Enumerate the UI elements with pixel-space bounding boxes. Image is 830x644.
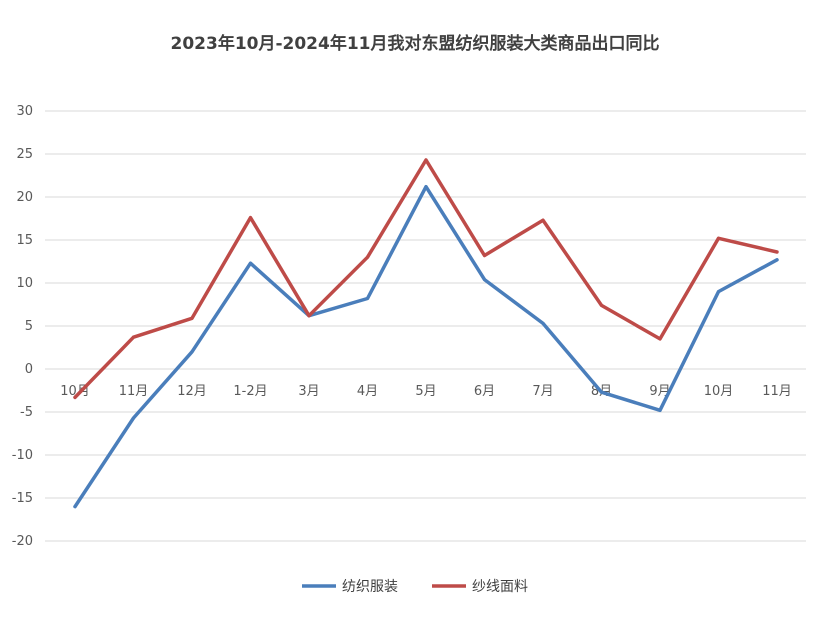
legend-label: 纺织服装 <box>342 579 398 595</box>
data-point <box>658 408 662 412</box>
y-tick-label: 10 <box>16 276 33 291</box>
y-tick-label: 30 <box>16 104 33 119</box>
data-point <box>483 278 486 282</box>
x-tick-label: 5月 <box>415 384 436 399</box>
y-tick-label: 0 <box>25 362 33 377</box>
data-point <box>73 395 77 399</box>
data-point <box>424 158 428 162</box>
y-tick-label: -15 <box>12 491 33 506</box>
data-point <box>190 316 194 320</box>
data-point <box>775 258 779 262</box>
x-tick-label: 11月 <box>762 384 792 399</box>
y-axis-ticks: 30 25 20 15 10 5 0 -5 -10 -15 -20 <box>12 104 33 549</box>
x-tick-label: 6月 <box>474 384 495 399</box>
legend-label: 纱线面料 <box>472 579 528 595</box>
x-tick-label: 9月 <box>649 384 670 399</box>
data-point <box>249 261 252 265</box>
data-point <box>541 218 545 222</box>
data-point <box>775 250 779 254</box>
y-tick-label: 20 <box>16 190 33 205</box>
data-point <box>717 236 720 240</box>
x-tick-label: 7月 <box>532 384 553 399</box>
data-point <box>132 416 135 420</box>
data-point <box>658 337 662 341</box>
grid-layer <box>45 110 806 542</box>
y-tick-label: -20 <box>12 534 33 549</box>
data-point <box>132 335 135 339</box>
x-tick-label: 10月 <box>704 384 734 399</box>
series-layer <box>73 158 779 509</box>
data-point <box>190 350 194 354</box>
data-point <box>483 253 486 257</box>
series-line-2 <box>73 158 779 400</box>
data-point <box>73 505 77 509</box>
data-point <box>717 290 720 294</box>
y-tick-label: 25 <box>16 147 33 162</box>
data-point <box>424 185 428 189</box>
x-tick-label: 3月 <box>298 384 319 399</box>
data-point <box>541 321 545 325</box>
series-line-1 <box>73 184 779 509</box>
y-tick-label: 15 <box>16 233 33 248</box>
y-tick-label: 5 <box>25 319 33 334</box>
data-point <box>366 255 369 259</box>
data-point <box>600 390 603 394</box>
data-point <box>366 296 369 300</box>
x-tick-label: 4月 <box>357 384 378 399</box>
data-point <box>307 314 311 318</box>
chart-title: 2023年10月-2024年11月我对东盟纺织服装大类商品出口同比 <box>171 33 660 54</box>
data-point <box>249 216 252 220</box>
x-tick-label: 1-2月 <box>233 384 267 399</box>
x-tick-label: 12月 <box>177 384 207 399</box>
y-tick-label: -5 <box>20 405 33 420</box>
y-tick-label: -10 <box>12 448 33 463</box>
x-tick-label: 11月 <box>119 384 149 399</box>
legend: 纺织服装 纱线面料 <box>302 579 528 595</box>
data-point <box>600 303 603 307</box>
